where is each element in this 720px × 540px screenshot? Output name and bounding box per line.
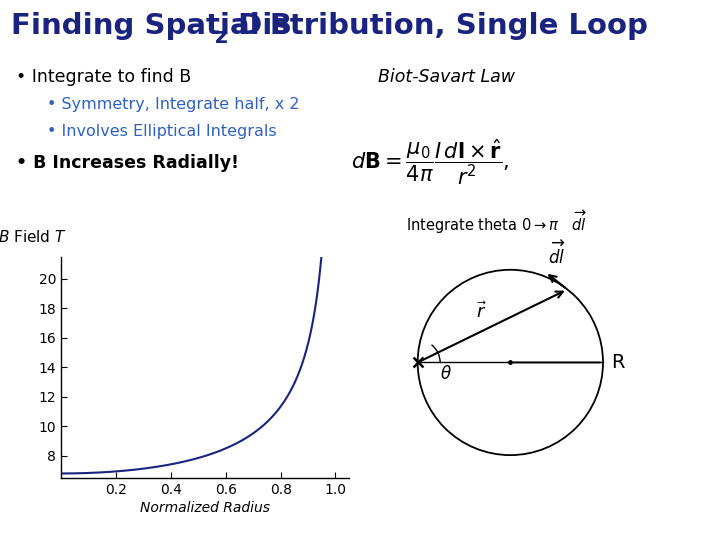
Text: Finding Spatial B: Finding Spatial B	[11, 12, 292, 40]
Text: R: R	[611, 353, 625, 372]
Text: $d\mathbf{B} = \dfrac{\mu_0}{4\pi}\dfrac{I\,d\mathbf{l}\times\hat{\mathbf{r}}}{r: $d\mathbf{B} = \dfrac{\mu_0}{4\pi}\dfrac…	[351, 138, 509, 187]
X-axis label: Normalized Radius: Normalized Radius	[140, 501, 270, 515]
Text: $\vec{r}$: $\vec{r}$	[476, 301, 487, 321]
Text: Integrate theta $0 \rightarrow \pi$   $\overrightarrow{dl}$: Integrate theta $0 \rightarrow \pi$ $\ov…	[405, 209, 587, 236]
Text: • Involves Elliptical Integrals: • Involves Elliptical Integrals	[47, 124, 276, 139]
Text: • Integrate to find B: • Integrate to find B	[16, 68, 191, 85]
Text: $B$ Field $T$: $B$ Field $T$	[0, 230, 67, 245]
Text: Distribution, Single Loop: Distribution, Single Loop	[228, 12, 647, 40]
Text: $\theta$: $\theta$	[440, 365, 451, 383]
Text: $\overrightarrow{dl}$: $\overrightarrow{dl}$	[548, 240, 566, 268]
Text: Biot-Savart Law: Biot-Savart Law	[378, 68, 515, 85]
Text: z: z	[215, 27, 228, 47]
Text: • B Increases Radially!: • B Increases Radially!	[16, 154, 239, 172]
Text: • Symmetry, Integrate half, x 2: • Symmetry, Integrate half, x 2	[47, 97, 300, 112]
